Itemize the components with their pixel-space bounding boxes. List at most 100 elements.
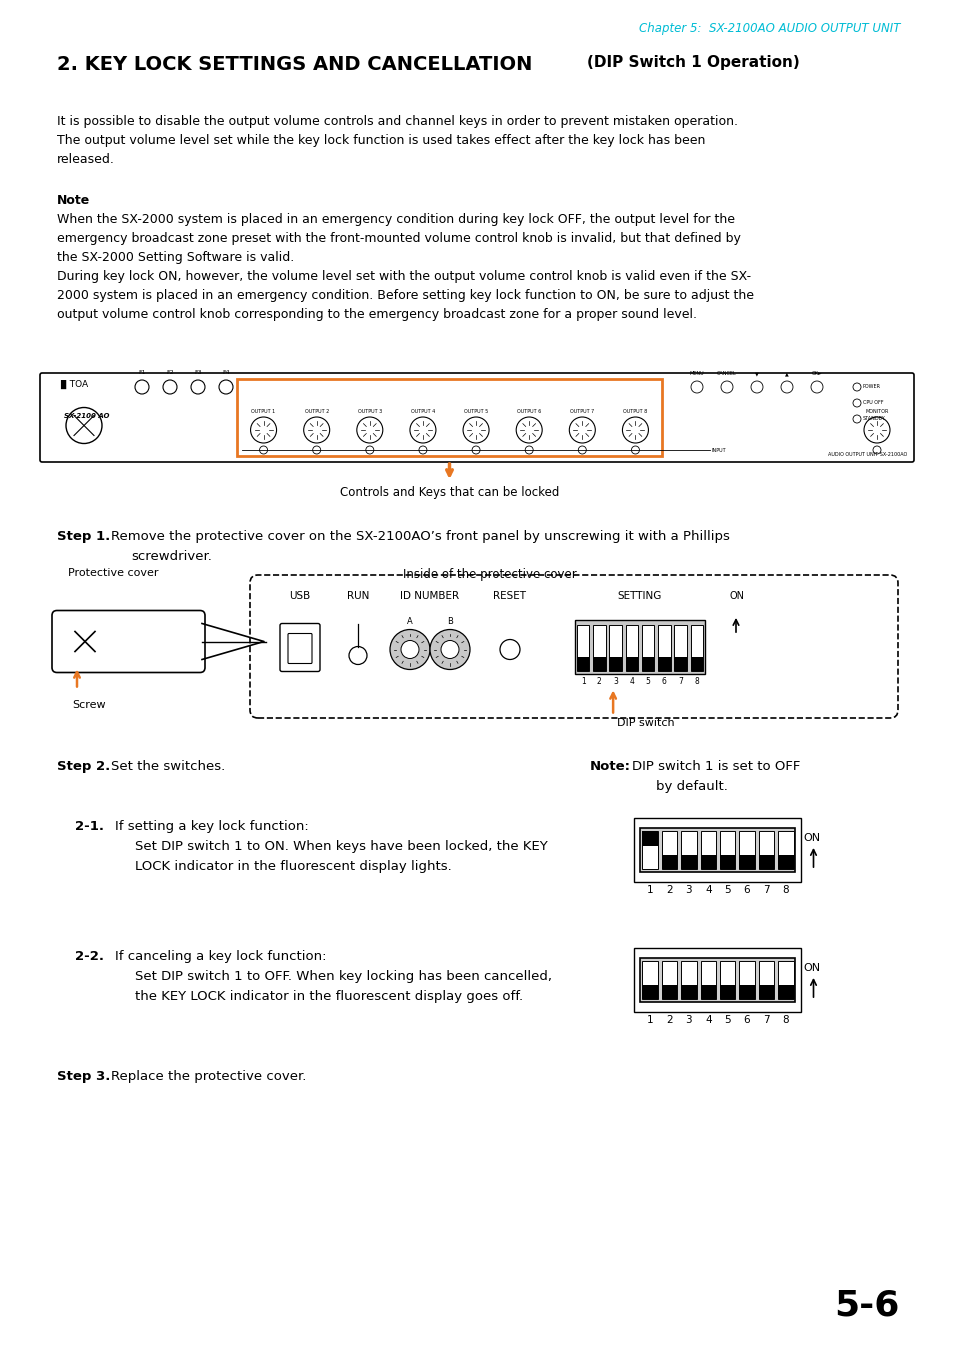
Bar	[739, 831, 754, 869]
Text: CANCEL: CANCEL	[717, 372, 736, 376]
Text: B: B	[447, 616, 453, 626]
Text: Protective cover: Protective cover	[69, 567, 158, 578]
Text: RESET: RESET	[493, 590, 526, 601]
Bar	[575, 620, 704, 674]
Circle shape	[135, 380, 149, 394]
Text: ON: ON	[729, 590, 744, 601]
Text: 4: 4	[704, 885, 711, 894]
Text: screwdriver.: screwdriver.	[131, 550, 212, 563]
Circle shape	[621, 417, 648, 443]
Text: AUDIO OUTPUT UNIT SX-2100AO: AUDIO OUTPUT UNIT SX-2100AO	[827, 453, 906, 457]
Text: If canceling a key lock function:: If canceling a key lock function:	[115, 950, 326, 963]
Text: 4: 4	[629, 677, 634, 686]
Bar	[641, 657, 654, 670]
Text: 1: 1	[646, 885, 653, 894]
Text: Inside of the protective cover: Inside of the protective cover	[403, 567, 577, 581]
Text: OUTPUT 3: OUTPUT 3	[357, 409, 381, 413]
Circle shape	[349, 647, 367, 665]
Bar	[758, 855, 774, 869]
Text: emergency broadcast zone preset with the front-mounted volume control knob is in: emergency broadcast zone preset with the…	[57, 232, 740, 245]
Bar	[661, 985, 677, 998]
Bar	[758, 961, 774, 998]
Text: The output volume level set while the key lock function is used takes effect aft: The output volume level set while the ke…	[57, 134, 704, 147]
Text: 5: 5	[645, 677, 650, 686]
Text: Remove the protective cover on the SX-2100AO’s front panel by unscrewing it with: Remove the protective cover on the SX-21…	[111, 530, 729, 543]
Text: 3: 3	[613, 677, 618, 686]
Circle shape	[66, 408, 102, 443]
Text: 2: 2	[665, 885, 672, 894]
Circle shape	[430, 630, 470, 670]
Text: When the SX-2000 system is placed in an emergency condition during key lock OFF,: When the SX-2000 system is placed in an …	[57, 213, 734, 226]
Circle shape	[852, 415, 861, 423]
Bar	[690, 657, 702, 670]
Text: CPU OFF: CPU OFF	[862, 400, 882, 405]
Circle shape	[631, 446, 639, 454]
Text: DIP switch 1 is set to OFF: DIP switch 1 is set to OFF	[631, 761, 800, 773]
Circle shape	[410, 417, 436, 443]
Bar	[609, 657, 621, 670]
Bar	[658, 624, 670, 670]
Bar	[661, 855, 677, 869]
Text: OUTPUT 8: OUTPUT 8	[622, 409, 647, 413]
Circle shape	[863, 417, 889, 443]
Bar	[700, 831, 716, 869]
Circle shape	[720, 381, 732, 393]
Bar	[639, 828, 795, 871]
Circle shape	[259, 446, 267, 454]
Text: OUTPUT 1: OUTPUT 1	[252, 409, 275, 413]
Bar	[758, 985, 774, 998]
Bar	[720, 985, 735, 998]
Bar	[661, 831, 677, 869]
Bar	[577, 657, 589, 670]
Text: OK►: OK►	[811, 372, 821, 376]
Bar	[639, 958, 795, 1002]
Bar	[625, 624, 638, 670]
Circle shape	[303, 417, 330, 443]
Circle shape	[400, 640, 418, 658]
Text: STANDBY: STANDBY	[862, 416, 884, 422]
Bar	[593, 624, 605, 670]
Bar	[658, 657, 670, 670]
Bar	[661, 961, 677, 998]
Text: Chapter 5:  SX-2100AO AUDIO OUTPUT UNIT: Chapter 5: SX-2100AO AUDIO OUTPUT UNIT	[638, 22, 899, 35]
Circle shape	[852, 399, 861, 407]
Text: A: A	[407, 616, 413, 626]
Text: 3: 3	[685, 885, 692, 894]
Text: Step 2.: Step 2.	[57, 761, 111, 773]
Bar	[778, 961, 793, 998]
Text: POWER: POWER	[862, 385, 880, 389]
Text: 8: 8	[694, 677, 699, 686]
Bar	[720, 831, 735, 869]
Text: ▲: ▲	[784, 372, 788, 376]
Text: 2. KEY LOCK SETTINGS AND CANCELLATION: 2. KEY LOCK SETTINGS AND CANCELLATION	[57, 55, 538, 74]
Bar	[634, 948, 801, 1012]
FancyBboxPatch shape	[40, 373, 913, 462]
Bar	[641, 961, 658, 998]
Text: 2: 2	[597, 677, 601, 686]
Bar	[720, 961, 735, 998]
Text: 2000 system is placed in an emergency condition. Before setting key lock functio: 2000 system is placed in an emergency co…	[57, 289, 753, 303]
Text: 2-2.: 2-2.	[75, 950, 104, 963]
Circle shape	[313, 446, 320, 454]
Bar	[593, 657, 605, 670]
Text: LOCK indicator in the fluorescent display lights.: LOCK indicator in the fluorescent displa…	[135, 861, 452, 873]
Text: 1: 1	[646, 1015, 653, 1025]
Bar	[680, 831, 696, 869]
Text: F4: F4	[222, 370, 230, 376]
Text: Note:: Note:	[589, 761, 630, 773]
Text: During key lock ON, however, the volume level set with the output volume control: During key lock ON, however, the volume …	[57, 270, 750, 282]
Text: ON: ON	[802, 963, 820, 973]
Bar	[680, 855, 696, 869]
Circle shape	[569, 417, 595, 443]
Text: Step 3.: Step 3.	[57, 1070, 111, 1084]
Text: INPUT: INPUT	[711, 447, 726, 453]
Text: MENU: MENU	[689, 372, 703, 376]
Bar	[680, 985, 696, 998]
Text: OUTPUT 7: OUTPUT 7	[570, 409, 594, 413]
Circle shape	[690, 381, 702, 393]
Bar	[690, 624, 702, 670]
Text: F3: F3	[194, 370, 202, 376]
Circle shape	[810, 381, 822, 393]
Text: 5: 5	[723, 885, 730, 894]
Text: ID NUMBER: ID NUMBER	[400, 590, 459, 601]
